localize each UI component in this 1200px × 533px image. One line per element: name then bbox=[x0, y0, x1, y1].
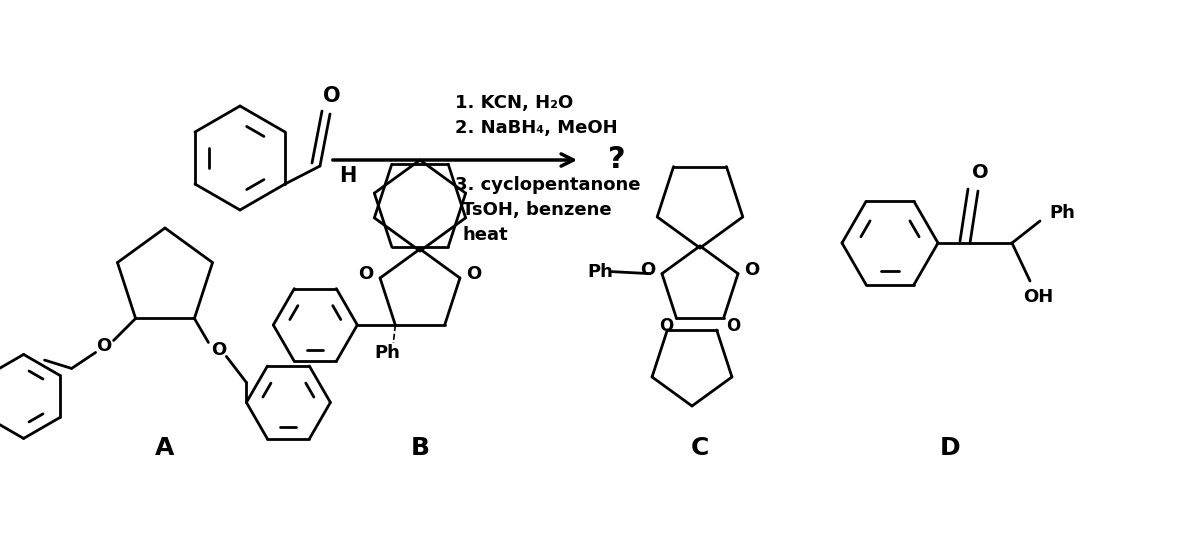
Text: Ph: Ph bbox=[587, 263, 613, 281]
Text: D: D bbox=[940, 436, 960, 460]
Text: O: O bbox=[467, 265, 481, 283]
Text: O: O bbox=[972, 164, 989, 182]
Text: A: A bbox=[155, 436, 175, 460]
Text: C: C bbox=[691, 436, 709, 460]
Text: O: O bbox=[726, 317, 740, 335]
Text: O: O bbox=[659, 317, 673, 335]
Text: O: O bbox=[96, 337, 112, 356]
Text: OH: OH bbox=[1022, 288, 1054, 306]
Text: B: B bbox=[410, 436, 430, 460]
Text: TsOH, benzene: TsOH, benzene bbox=[462, 201, 612, 219]
Text: O: O bbox=[359, 265, 373, 283]
Text: Ph: Ph bbox=[1049, 204, 1075, 222]
Text: heat: heat bbox=[462, 226, 508, 244]
Text: 3. cyclopentanone: 3. cyclopentanone bbox=[455, 176, 641, 194]
Text: 1. KCN, H₂O: 1. KCN, H₂O bbox=[455, 94, 574, 112]
Text: O: O bbox=[641, 261, 655, 279]
Text: O: O bbox=[211, 342, 226, 359]
Text: O: O bbox=[323, 86, 341, 106]
Text: ?: ? bbox=[608, 146, 626, 174]
Text: O: O bbox=[744, 261, 760, 279]
Text: Ph: Ph bbox=[374, 344, 401, 362]
Text: 2. NaBH₄, MeOH: 2. NaBH₄, MeOH bbox=[455, 119, 618, 137]
Text: H: H bbox=[340, 166, 356, 186]
